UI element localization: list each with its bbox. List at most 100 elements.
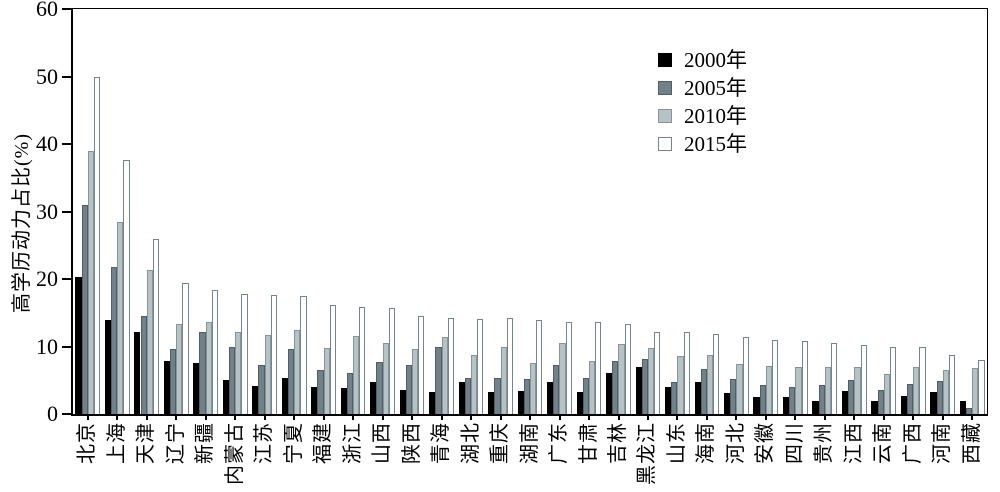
bar-2000年-上海 (104, 320, 112, 414)
bar-2015年-上海 (123, 160, 130, 414)
bar-2005年-辽宁 (169, 348, 177, 414)
x-tick-山西 (381, 416, 384, 420)
x-tick-label-山西: 山西 (371, 422, 394, 464)
x-tick-label-北京: 北京 (76, 422, 99, 464)
plot-area (71, 8, 988, 416)
bar-2010年-甘肃 (588, 360, 596, 414)
x-tick-label-湖北: 湖北 (459, 422, 482, 464)
bar-2015年-宁夏 (300, 295, 307, 414)
bar-2005年-安徽 (759, 385, 766, 414)
bar-2005年-广东 (553, 364, 560, 414)
bar-2010年-重庆 (500, 346, 507, 414)
bar-2015年-吉林 (624, 324, 631, 414)
x-tick-湖北 (470, 416, 472, 420)
legend-label-2000年: 2000年 (684, 48, 747, 72)
x-tick-青海 (440, 416, 443, 420)
bar-2010年-吉林 (618, 343, 625, 414)
bar-2000年-福建 (311, 387, 318, 414)
x-tick-label-上海: 上海 (105, 422, 128, 464)
bar-2000年-北京 (75, 277, 82, 414)
bar-2000年-河北 (723, 393, 731, 414)
y-tick-10 (62, 345, 71, 348)
bar-2005年-陕西 (405, 364, 413, 414)
bar-2000年-山西 (370, 382, 377, 414)
bar-2010年-上海 (117, 222, 124, 414)
legend-label-2015年: 2015年 (684, 132, 747, 156)
x-tick-吉林 (617, 416, 620, 420)
bar-2010年-新疆 (205, 322, 212, 414)
x-tick-四川 (794, 416, 797, 420)
bar-2000年-重庆 (488, 391, 495, 414)
bar-2010年-湖北 (471, 354, 478, 414)
bar-2005年-天津 (140, 315, 147, 414)
legend-item-2015年: 2015年 (658, 130, 747, 158)
x-tick-label-江西: 江西 (842, 422, 865, 464)
x-tick-西藏 (971, 416, 974, 420)
bar-2015年-内蒙古 (241, 293, 248, 414)
x-tick-广西 (912, 416, 915, 420)
bar-2000年-海南 (694, 381, 701, 414)
bar-2010年-内蒙古 (235, 331, 242, 414)
bar-2000年-江苏 (252, 386, 259, 414)
bar-2005年-湖北 (464, 377, 472, 414)
bar-2010年-河南 (942, 370, 949, 414)
bar-2000年-宁夏 (281, 377, 288, 414)
y-tick-60 (62, 8, 71, 10)
bar-2015年-安徽 (772, 339, 779, 414)
bar-2005年-新疆 (199, 331, 206, 414)
x-tick-山东 (676, 416, 679, 420)
bar-2005年-黑龙江 (641, 359, 648, 414)
bar-2015年-浙江 (359, 306, 366, 414)
x-tick-label-湖南: 湖南 (518, 422, 541, 464)
x-tick-安徽 (764, 416, 767, 420)
x-tick-label-新疆: 新疆 (194, 422, 217, 464)
bar-2015年-黑龙江 (654, 331, 661, 414)
bar-2015年-广西 (919, 347, 926, 414)
bar-2010年-海南 (706, 355, 714, 414)
bar-2005年-海南 (700, 368, 707, 414)
y-tick-label-30: 30 (36, 198, 58, 224)
bar-2015年-陕西 (418, 316, 425, 414)
legend-swatch-2005年-icon (658, 81, 672, 95)
bar-2000年-青海 (429, 391, 436, 414)
x-tick-天津 (145, 416, 148, 420)
bar-2005年-福建 (317, 369, 324, 414)
bar-2000年-吉林 (606, 372, 613, 414)
bar-2000年-内蒙古 (222, 380, 229, 414)
bar-2010年-贵州 (824, 366, 832, 414)
bar-2015年-山西 (388, 308, 395, 414)
bar-2005年-河南 (936, 380, 943, 414)
x-tick-label-辽宁: 辽宁 (164, 422, 187, 464)
bar-2015年-辽宁 (182, 283, 189, 414)
bar-2000年-甘肃 (576, 392, 583, 414)
x-tick-label-广东: 广东 (548, 422, 570, 464)
x-tick-宁夏 (293, 416, 296, 420)
x-tick-label-河南: 河南 (931, 422, 954, 464)
bar-2010年-青海 (441, 337, 448, 414)
legend-item-2005年: 2005年 (658, 74, 747, 102)
bar-2005年-宁夏 (287, 349, 295, 414)
y-tick-0 (62, 413, 71, 415)
bar-2000年-黑龙江 (635, 367, 642, 414)
bar-2000年-陕西 (399, 389, 406, 414)
bar-2005年-青海 (435, 347, 442, 414)
y-tick-label-50: 50 (36, 63, 58, 89)
bar-2010年-四川 (795, 367, 802, 414)
legend-label-2005年: 2005年 (684, 76, 747, 100)
x-tick-甘肃 (588, 416, 590, 420)
y-tick-20 (62, 278, 71, 280)
bar-2015年-湖北 (477, 318, 484, 414)
bar-2010年-山东 (677, 356, 684, 414)
bar-2005年-山西 (376, 362, 383, 414)
bar-2000年-辽宁 (163, 361, 170, 414)
bar-2005年-河北 (730, 378, 737, 414)
bar-2000年-安徽 (753, 397, 760, 414)
legend-swatch-2010年-icon (658, 109, 672, 123)
x-tick-label-内蒙古: 内蒙古 (223, 422, 246, 485)
x-tick-label-海南: 海南 (695, 422, 718, 464)
bar-2010年-西藏 (972, 368, 979, 414)
x-tick-label-天津: 天津 (135, 422, 158, 464)
bar-2015年-广东 (565, 321, 572, 414)
bar-2010年-云南 (883, 373, 890, 414)
x-tick-辽宁 (175, 416, 178, 420)
